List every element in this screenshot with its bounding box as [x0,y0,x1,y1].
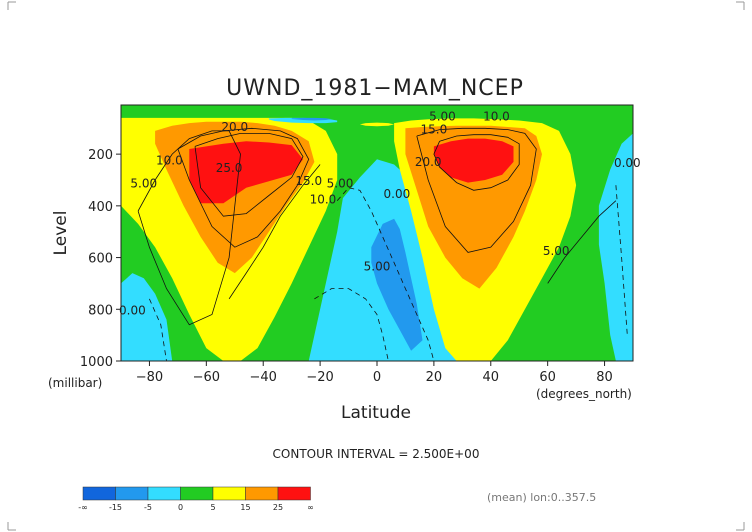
contour-label-12: 5.00 [364,259,391,273]
colorbar-label-2: -5 [144,503,152,512]
y-tick-label-1: 400 [88,200,113,215]
shaded-region-12 [359,122,395,127]
contour-label-5: 10.0 [310,192,337,206]
contour-label-15: 0.00 [119,303,146,317]
colorbar-label-7: ∞ [307,503,314,512]
colorbar-label-4: 5 [210,503,215,512]
contour-line-9 [615,185,628,336]
y-tick-label-2: 600 [88,252,113,267]
x-tick-label-3: −20 [306,370,333,385]
colorbar-swatch-1 [115,486,149,501]
y-tick-label-3: 800 [88,303,113,318]
colorbar-swatch-2 [147,486,181,501]
contour-label-11: 0.00 [384,187,411,201]
x-tick-label-1: −60 [193,370,220,385]
contour-line-5 [547,200,617,284]
contour-line-7 [336,187,435,361]
contour-label-8: 15.0 [421,122,448,136]
y-axis-ticks: 200 400 600 800 1000 [80,148,121,370]
contour-line-3 [433,134,520,191]
contour-label-1: 10.0 [156,153,183,167]
contour-label-10: 20.0 [415,155,442,169]
colorbar-label-6: 25 [273,503,283,512]
x-axis-unit: (degrees_north) [536,387,632,401]
contour-label-2: 5.00 [130,177,157,191]
footer-note: (mean) lon:0..357.5 [487,491,596,504]
contour-label-layer: 20.010.05.0025.015.010.05.005.0015.010.0… [119,110,641,318]
x-axis-ticks: −80 −60 −40 −20 0 20 40 60 80 [136,361,613,385]
colorbar: -∞ -15 -5 0 5 15 25 ∞ [78,486,314,512]
contour-label-0: 20.0 [221,120,248,134]
colorbar-label-0: -∞ [78,503,88,512]
x-tick-label-5: 20 [426,370,443,385]
x-tick-label-4: 0 [373,370,381,385]
colorbar-swatch-6 [277,486,311,501]
contour-line-1 [177,127,310,248]
colorbar-swatch-3 [180,486,214,501]
shaded-region-8 [121,273,173,361]
x-axis-label: Latitude [341,403,411,423]
shaded-region-4 [371,218,423,351]
contour-line-4 [416,127,537,253]
contour-line-6 [228,164,321,300]
y-axis-unit: (millibar) [48,376,102,390]
contour-label-6: 5.00 [327,177,354,191]
colorbar-label-3: 0 [178,503,183,512]
contour-line-8 [314,288,389,361]
contour-label-7: 5.00 [429,110,456,124]
contour-label-4: 15.0 [295,174,322,188]
x-tick-label-6: 40 [483,370,500,385]
shaded-region-9 [598,133,633,361]
colorbar-swatch-5 [245,486,279,501]
page-corner-marks [7,1,745,531]
colorbar-swatch-4 [212,486,246,501]
x-tick-label-7: 60 [539,370,556,385]
colorbar-label-5: 15 [240,503,250,512]
contour-label-13: 5.00 [543,244,570,258]
x-tick-label-0: −80 [136,370,163,385]
contour-label-14: 0.00 [614,156,641,170]
shaded-region-7 [433,138,514,183]
y-tick-label-0: 200 [88,148,113,163]
y-tick-label-4: 1000 [80,355,113,370]
shaded-region-11 [291,117,332,121]
contour-label-9: 10.0 [483,110,510,124]
contour-label-3: 25.0 [216,161,243,175]
shading-layer [121,117,633,361]
x-tick-label-2: −40 [250,370,277,385]
x-tick-label-8: 80 [596,370,613,385]
chart-title: UWND_1981−MAM_NCEP [226,76,524,101]
shaded-region-2 [189,141,303,204]
y-axis-label: Level [51,211,71,256]
contour-line-0 [137,130,241,326]
contour-line-10 [149,298,167,361]
contour-line-2 [194,132,304,217]
contour-layer [137,127,628,361]
colorbar-swatch-0 [82,486,116,501]
colorbar-label-1: -15 [109,503,122,512]
contour-interval-note: CONTOUR INTERVAL = 2.500E+00 [273,447,480,461]
